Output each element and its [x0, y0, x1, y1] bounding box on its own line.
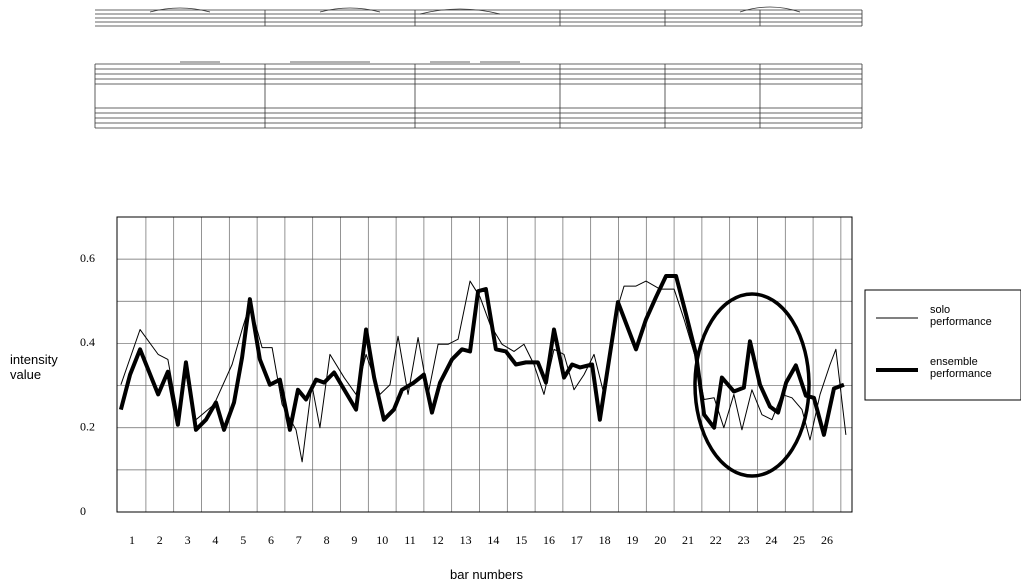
x-tick-label: 7	[296, 533, 302, 547]
y-tick-label: 0.2	[80, 419, 95, 433]
x-tick-label: 12	[432, 533, 444, 547]
highlight-ellipse	[693, 292, 811, 478]
x-tick-label: 20	[654, 533, 666, 547]
x-tick-label: 17	[571, 533, 583, 547]
x-tick-label: 21	[682, 533, 694, 547]
x-tick-label: 18	[599, 533, 611, 547]
x-tick-label: 1	[129, 533, 135, 547]
series-line	[118, 274, 845, 437]
x-tick-label: 4	[212, 533, 218, 547]
x-tick-label: 10	[376, 533, 388, 547]
staff-bass	[94, 64, 863, 129]
music-score	[94, 6, 863, 129]
x-tick-label: 5	[240, 533, 246, 547]
x-tick-label: 6	[268, 533, 274, 547]
y-tick-label: 0.4	[80, 335, 95, 349]
staff-treble	[95, 61, 862, 85]
y-tick-label: 0.6	[80, 251, 95, 265]
staff-solo	[95, 6, 863, 27]
x-tick-label: 26	[821, 533, 833, 547]
y-axis-label: intensity value	[10, 352, 58, 382]
x-tick-label: 13	[460, 533, 472, 547]
x-tick-label: 23	[738, 533, 750, 547]
x-tick-label: 2	[157, 533, 163, 547]
x-tick-label: 3	[185, 533, 191, 547]
x-tick-label: 9	[351, 533, 357, 547]
legend-box	[864, 289, 1021, 401]
x-tick-label: 19	[626, 533, 638, 547]
plot-frame	[116, 216, 853, 513]
legend-label: solo performance	[930, 304, 992, 328]
legend-label: ensemble performance	[930, 356, 992, 380]
series-line	[120, 280, 847, 463]
x-tick-label: 22	[710, 533, 722, 547]
x-tick-label: 11	[404, 533, 416, 547]
x-tick-label: 24	[765, 533, 777, 547]
x-tick-label: 15	[515, 533, 527, 547]
x-axis-label: bar numbers	[450, 567, 523, 582]
x-tick-label: 8	[324, 533, 330, 547]
y-tick-label: 0	[80, 504, 86, 518]
x-tick-label: 14	[487, 533, 499, 547]
x-tick-label: 25	[793, 533, 805, 547]
x-tick-label: 16	[543, 533, 555, 547]
plot-area: 00.20.40.61 2 3 4 5 6 7 8 9 10 11 12 13 14 15 16 17 18 19 2…	[80, 216, 852, 547]
